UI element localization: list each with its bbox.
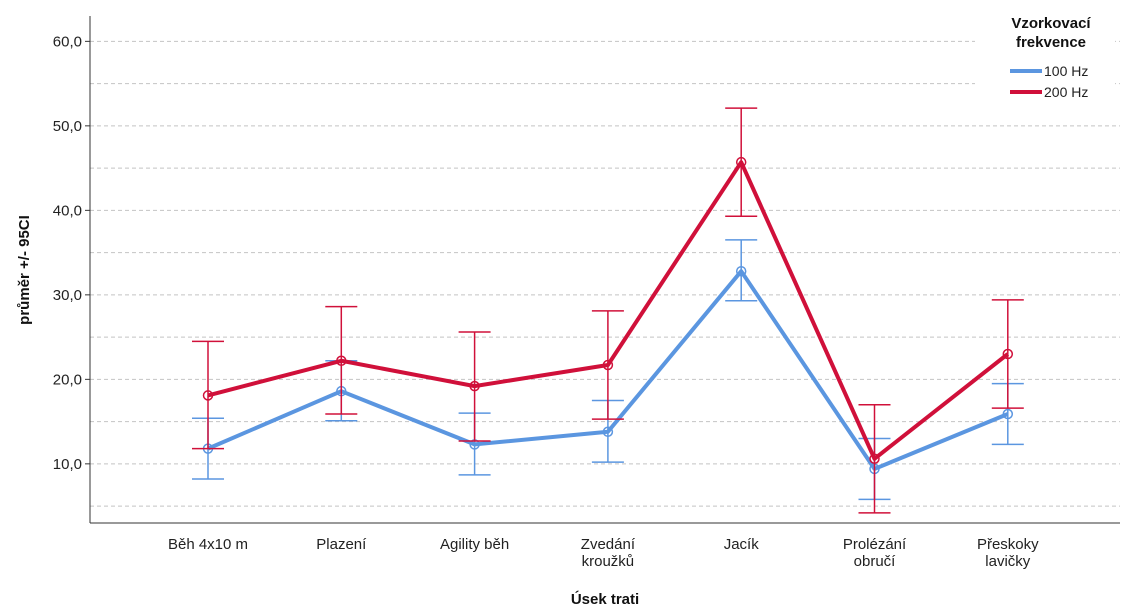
y-tick-label: 60,0 <box>53 33 82 50</box>
series-line <box>207 160 1010 461</box>
x-category-label: Běh 4x10 m <box>168 536 248 553</box>
x-category-label-line: Agility běh <box>440 536 509 553</box>
x-category-labels: Běh 4x10 m Plazení Agility běh Zvedání krouž… <box>168 536 1039 570</box>
x-category-label: Plazení <box>316 536 367 553</box>
x-category-label-line: Jacík <box>724 536 760 553</box>
legend-background <box>975 10 1115 106</box>
x-category-label-line: obručí <box>854 553 897 570</box>
data-point <box>735 265 747 277</box>
x-category-label-line: lavičky <box>985 553 1031 570</box>
legend-label: 200 Hz <box>1044 84 1088 100</box>
x-category-label: Přeskoky lavičky <box>977 536 1039 570</box>
data-point <box>1002 408 1014 420</box>
data-point <box>336 355 347 367</box>
series-200-hz <box>192 107 1024 514</box>
x-category-label-line: Prolézání <box>843 536 907 553</box>
data-point <box>1002 348 1014 360</box>
grid-lines <box>90 40 1120 507</box>
x-category-label-line: Běh 4x10 m <box>168 536 248 553</box>
legend: Vzorkovací frekvence 100 Hz 200 Hz <box>975 10 1115 106</box>
data-point <box>202 390 214 401</box>
data-point <box>602 426 614 437</box>
data-point <box>602 359 614 371</box>
x-category-label: Agility běh <box>440 536 509 553</box>
x-category-label: Jacík <box>724 536 760 553</box>
data-point <box>869 453 880 465</box>
data-point <box>735 156 747 168</box>
legend-label: 100 Hz <box>1044 63 1088 79</box>
x-category-label: Prolézání obručí <box>843 536 907 570</box>
x-axis-title: Úsek trati <box>571 590 639 606</box>
y-tick-label: 20,0 <box>53 371 82 388</box>
y-tick-label: 10,0 <box>53 456 82 473</box>
y-tick-labels: 10,0 20,0 30,0 40,0 50,0 60,0 <box>53 33 90 473</box>
x-category-label: Zvedání kroužků <box>581 536 636 570</box>
legend-title-line-2: frekvence <box>1016 34 1086 51</box>
x-category-label-line: kroužků <box>582 553 635 570</box>
y-axis-title: průměr +/- 95CI <box>16 215 33 325</box>
axes <box>89 16 1120 524</box>
y-tick-label: 50,0 <box>53 118 82 135</box>
y-tick-label: 30,0 <box>53 287 82 304</box>
x-category-label-line: Přeskoky <box>977 536 1039 553</box>
series-layer <box>192 107 1024 514</box>
legend-items: 100 Hz 200 Hz <box>1010 63 1088 100</box>
data-point <box>469 380 480 392</box>
legend-title-line-1: Vzorkovací <box>1011 15 1091 32</box>
x-category-label-line: Plazení <box>316 536 367 553</box>
x-category-label-line: Zvedání <box>581 536 636 553</box>
y-tick-label: 40,0 <box>53 202 82 219</box>
